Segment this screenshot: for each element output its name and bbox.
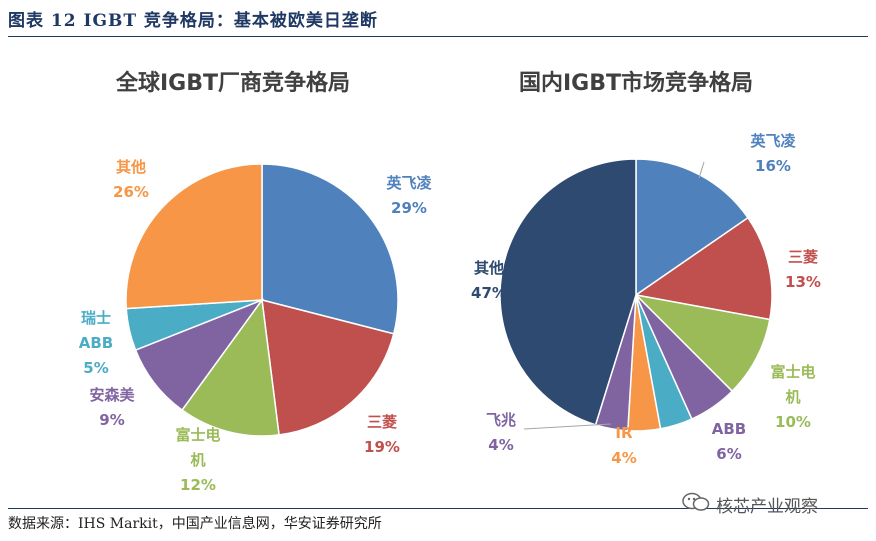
pie-slice	[634, 216, 773, 321]
slice-label: 飞兆 4%	[486, 411, 516, 454]
figure-title: 图表 12 IGBT 竞争格局：基本被欧美日垄断	[8, 11, 378, 31]
slice-label: 英飞凌 29%	[386, 174, 432, 217]
slice-label: ABB 6%	[712, 420, 746, 463]
chart-title-global: 全球IGBT厂商竞争格局	[115, 70, 350, 96]
pie-slice	[633, 293, 771, 393]
source-rule	[8, 508, 868, 509]
pie-slice	[499, 158, 637, 426]
slice-label: 英飞凌 16%	[750, 132, 796, 175]
pie-slice	[125, 163, 263, 310]
source-note: 数据来源：IHS Markit，中国产业信息网，华安证券研究所	[8, 516, 382, 532]
wechat-icon	[682, 492, 710, 517]
slice-label: 富士电机 10%	[770, 363, 815, 431]
watermark: 核芯产业观察	[682, 492, 818, 517]
watermark-text: 核芯产业观察	[716, 497, 818, 517]
pie-slice	[261, 163, 399, 335]
global-igbt-pie-chart: 全球IGBT厂商竞争格局 英飞凌 29% 三菱 19% 富士电机 12% 安森美 9% 瑞士 AB…	[79, 70, 433, 494]
slice-label: 其他 26%	[113, 158, 149, 201]
slice-label: IR 4%	[611, 424, 636, 467]
chart-title-domestic: 国内IGBT市场竞争格局	[519, 70, 753, 96]
pie-slice	[181, 298, 280, 437]
leader-line	[523, 423, 612, 430]
slice-label: 三菱 19%	[364, 413, 400, 456]
slice-label: 安森美 9%	[89, 386, 135, 429]
slice-label: 瑞士 ABB 5%	[79, 309, 113, 377]
domestic-igbt-pie-chart: 国内IGBT市场竞争格局 英飞凌 16% 三菱 13% 富士电机 10% ABB 6% IR 4%…	[471, 70, 821, 467]
pie-slice	[261, 298, 395, 436]
title-rule	[8, 36, 868, 37]
slice-label: 其他 47%	[471, 259, 507, 302]
slice-label: 富士电机 12%	[175, 426, 220, 494]
slice-label: 三菱 13%	[785, 248, 821, 291]
leader-line	[698, 161, 705, 179]
pie-slice	[635, 158, 749, 297]
